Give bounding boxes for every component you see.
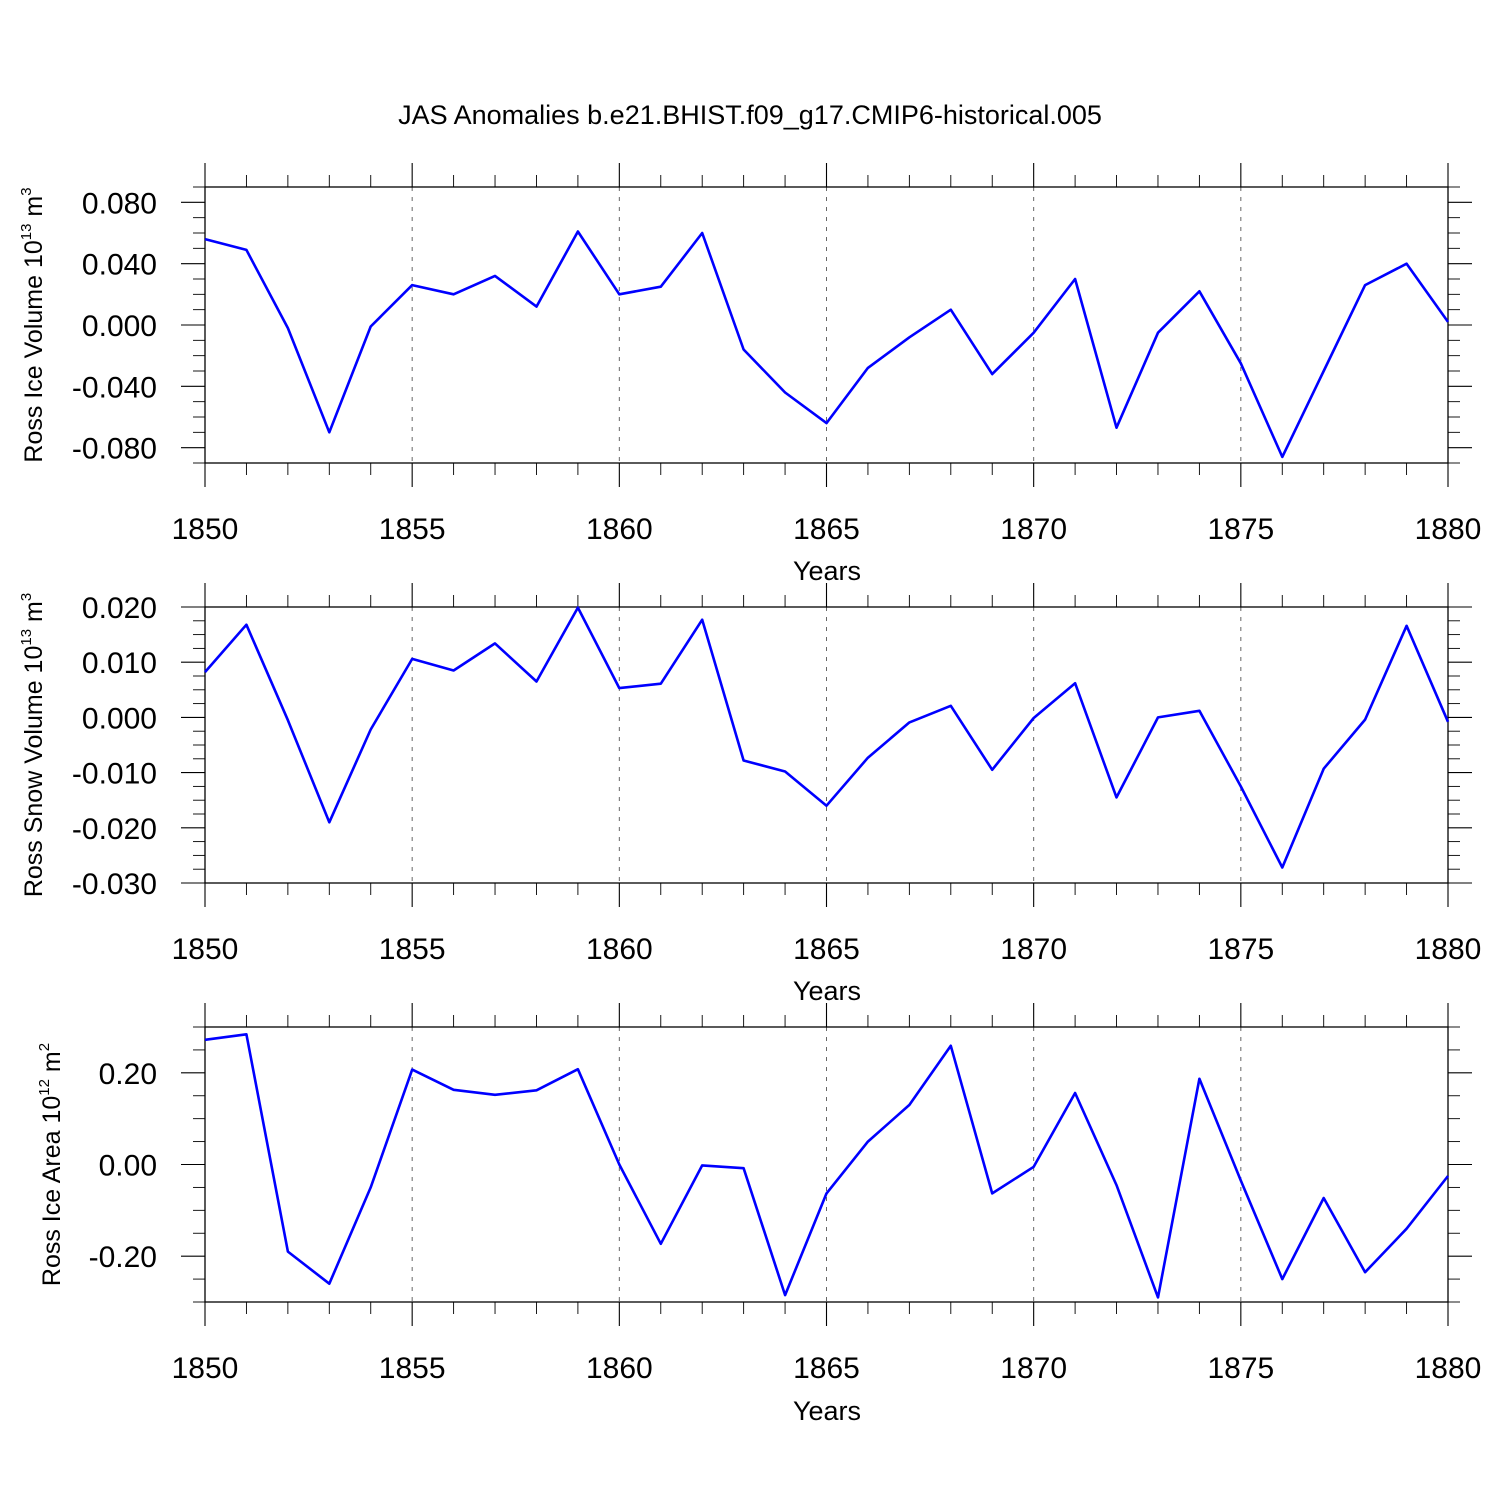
y-tick-label: -0.040	[72, 371, 157, 404]
x-tick-label: 1860	[586, 933, 653, 966]
panel-ice-volume: Ross Ice Volume 1013 m3 Years 1850 1855 18…	[18, 163, 1481, 586]
y-tick-label: 0.000	[82, 310, 157, 343]
x-axis-label: Years	[793, 556, 861, 586]
x-tick-label: 1870	[1000, 513, 1067, 546]
x-tick-label: 1875	[1207, 933, 1274, 966]
x-tick-label: 1855	[379, 933, 446, 966]
x-tick-label: 1860	[586, 513, 653, 546]
x-axis-label: Years	[793, 976, 861, 1006]
x-tick-label: 1865	[793, 933, 860, 966]
y-tick-label: -0.020	[72, 813, 157, 846]
y-tick-label: -0.030	[72, 868, 157, 901]
y-tick-label: 0.00	[99, 1150, 157, 1183]
panel-ice-area: Ross Ice Area 1012 m2 Years 1850 1855 1860…	[36, 1003, 1481, 1426]
y-tick-label: 0.080	[82, 187, 157, 220]
panel-snow-volume: Ross Snow Volume 1013 m3 Years 1850 1855 1…	[18, 583, 1481, 1006]
svg-text:Ross Ice Volume 1013 m3: Ross Ice Volume 1013 m3	[18, 187, 48, 462]
x-tick-label: 1870	[1000, 933, 1067, 966]
x-tick-label: 1880	[1415, 1352, 1482, 1385]
y-tick-label: 0.20	[99, 1058, 157, 1091]
x-tick-label: 1850	[172, 933, 239, 966]
x-tick-label: 1880	[1415, 513, 1482, 546]
x-tick-label: 1875	[1207, 513, 1274, 546]
y-tick-label: -0.080	[72, 433, 157, 466]
x-tick-label: 1870	[1000, 1352, 1067, 1385]
x-axis-label: Years	[793, 1396, 861, 1426]
chart-title: JAS Anomalies b.e21.BHIST.f09_g17.CMIP6-…	[398, 100, 1102, 130]
x-tick-label: 1875	[1207, 1352, 1274, 1385]
x-tick-label: 1880	[1415, 933, 1482, 966]
series-line	[204, 1033, 1450, 1299]
x-tick-label: 1855	[379, 1352, 446, 1385]
svg-text:Ross Ice Area 1012 m2: Ross Ice Area 1012 m2	[36, 1043, 66, 1286]
y-tick-label: 0.010	[82, 647, 157, 680]
series-line	[204, 230, 1450, 459]
y-tick-label: 0.040	[82, 249, 157, 282]
y-tick-label: 0.020	[82, 592, 157, 625]
x-tick-label: 1855	[379, 513, 446, 546]
series-line	[204, 606, 1450, 869]
x-tick-label: 1850	[172, 1352, 239, 1385]
x-tick-label: 1850	[172, 513, 239, 546]
y-axis-label: Ross Ice Volume 1013 m3	[18, 187, 48, 462]
y-axis-label: Ross Ice Area 1012 m2	[36, 1043, 66, 1286]
x-tick-label: 1865	[793, 513, 860, 546]
svg-text:Ross Snow Volume 1013 m3: Ross Snow Volume 1013 m3	[18, 593, 48, 897]
y-tick-label: -0.20	[89, 1241, 157, 1274]
y-axis-label: Ross Snow Volume 1013 m3	[18, 593, 48, 897]
x-tick-label: 1860	[586, 1352, 653, 1385]
x-tick-label: 1865	[793, 1352, 860, 1385]
y-tick-label: -0.010	[72, 758, 157, 791]
y-tick-label: 0.000	[82, 702, 157, 735]
